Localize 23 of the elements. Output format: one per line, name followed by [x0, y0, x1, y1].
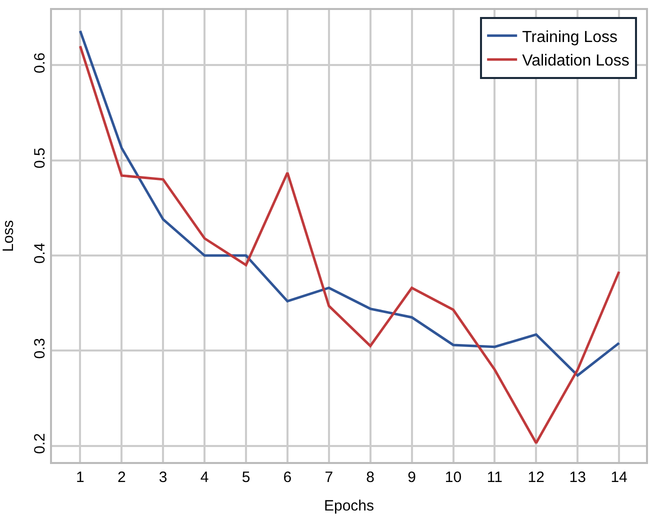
- y-tick-label: 0.5: [31, 148, 48, 169]
- x-tick-label: 3: [158, 468, 168, 486]
- x-tick-label: 10: [444, 468, 462, 486]
- x-tick-label: 12: [528, 468, 544, 486]
- x-tick-label: 13: [569, 468, 586, 486]
- x-tick-label: 2: [117, 468, 126, 486]
- x-tick-label: 7: [324, 468, 334, 486]
- y-tick-label: 0.6: [31, 52, 48, 74]
- x-tick-label: 6: [283, 468, 292, 486]
- x-tick-label: 1: [76, 468, 84, 486]
- y-axis-title: Loss: [0, 220, 17, 252]
- x-tick-label: 11: [486, 468, 502, 486]
- x-tick-label: 5: [242, 468, 250, 486]
- legend-label: Validation Loss: [522, 52, 630, 70]
- x-axis-title: Epochs: [324, 497, 374, 514]
- y-tick-label: 0.2: [31, 433, 48, 454]
- x-tick-label: 9: [408, 468, 416, 486]
- x-tick-label: 4: [200, 468, 209, 486]
- y-tick-label: 0.4: [31, 242, 48, 264]
- y-tick-label: 0.3: [31, 338, 48, 359]
- x-tick-label: 14: [610, 468, 628, 486]
- x-tick-label: 8: [366, 468, 375, 486]
- legend-label: Training Loss: [522, 28, 618, 46]
